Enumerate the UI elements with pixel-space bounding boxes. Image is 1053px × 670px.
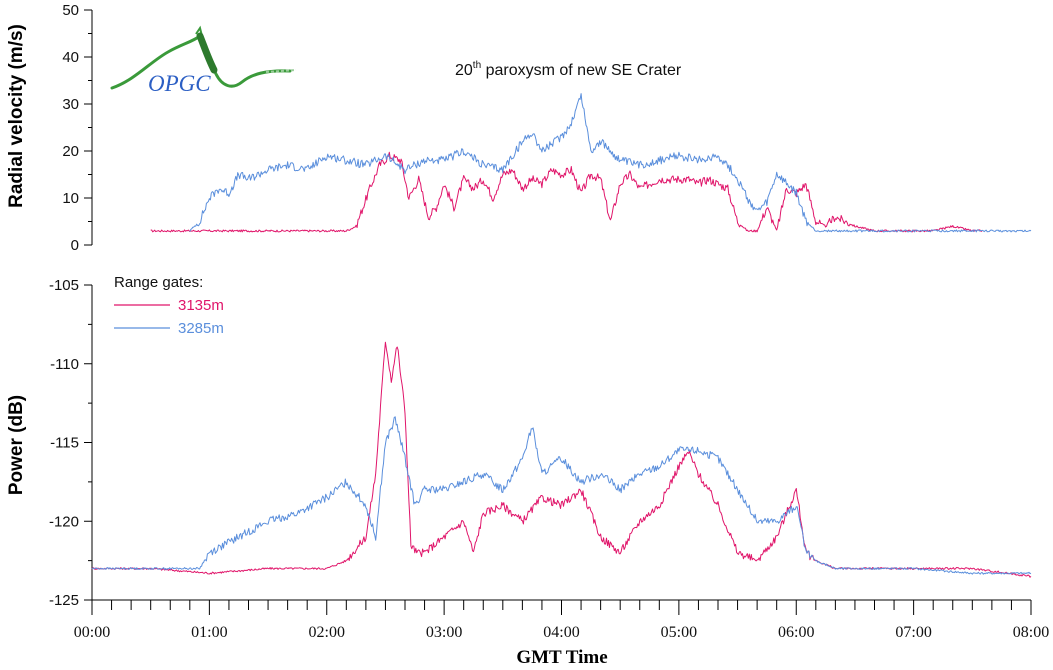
x-tick-label: 06:00 <box>778 624 814 641</box>
x-tick-label: 04:00 <box>543 624 579 641</box>
x-tick-label: 07:00 <box>895 624 931 641</box>
velocity-series-3285m <box>189 93 1032 233</box>
power-y-tick-label: -110 <box>50 356 79 373</box>
title-sup: th <box>473 60 481 71</box>
power-y-tick-label: -120 <box>49 513 79 530</box>
x-tick-label: 03:00 <box>426 624 462 641</box>
power-series <box>91 341 1032 578</box>
velocity-series-3135m <box>150 151 983 233</box>
velocity-y-tick-label: 0 <box>71 237 79 254</box>
chart-title: 20th paroxysm of new SE Crater <box>455 60 682 79</box>
title-rest: paroxysm of new SE Crater <box>481 62 682 79</box>
ylabel-velocity: Radial velocity (m/s) <box>6 24 27 208</box>
velocity-y-tick-label: 30 <box>62 96 79 113</box>
x-tick-label: 01:00 <box>191 624 227 641</box>
x-tick-label: 08:00 <box>1013 624 1049 641</box>
velocity-y-tick-label: 40 <box>62 49 79 66</box>
velocity-axes: 0 10 20 30 40 50 <box>62 2 93 254</box>
legend-title: Range gates: <box>114 274 203 291</box>
legend: Range gates: 3135m 3285m <box>114 274 224 337</box>
power-series-3135m <box>91 341 1032 578</box>
power-y-tick-label: -125 <box>49 592 79 609</box>
x-tick-label: 00:00 <box>74 624 110 641</box>
velocity-series <box>150 93 1032 233</box>
title-main: 20 <box>455 62 473 79</box>
x-tick-label: 02:00 <box>309 624 345 641</box>
ylabel-power: Power (dB) <box>6 395 27 495</box>
velocity-y-tick-label: 10 <box>62 190 79 207</box>
legend-label-3285m: 3285m <box>178 320 224 337</box>
power-y-tick-label: -105 <box>49 277 79 294</box>
power-y-tick-label: -115 <box>50 435 79 452</box>
velocity-y-tick-label: 20 <box>62 143 79 160</box>
xlabel: GMT Time <box>516 647 607 668</box>
velocity-y-tick-label: 50 <box>62 2 79 19</box>
opgc-logo: OPGC <box>110 25 297 96</box>
x-tick-label: 05:00 <box>661 624 697 641</box>
power-series-3285m <box>91 416 1032 575</box>
logo-text: OPGC <box>148 71 211 96</box>
power-axes: -125 -120 -115 -110 -105 00:00 01:00 02:00 03:00… <box>49 277 1049 641</box>
legend-label-3135m: 3135m <box>178 297 224 314</box>
